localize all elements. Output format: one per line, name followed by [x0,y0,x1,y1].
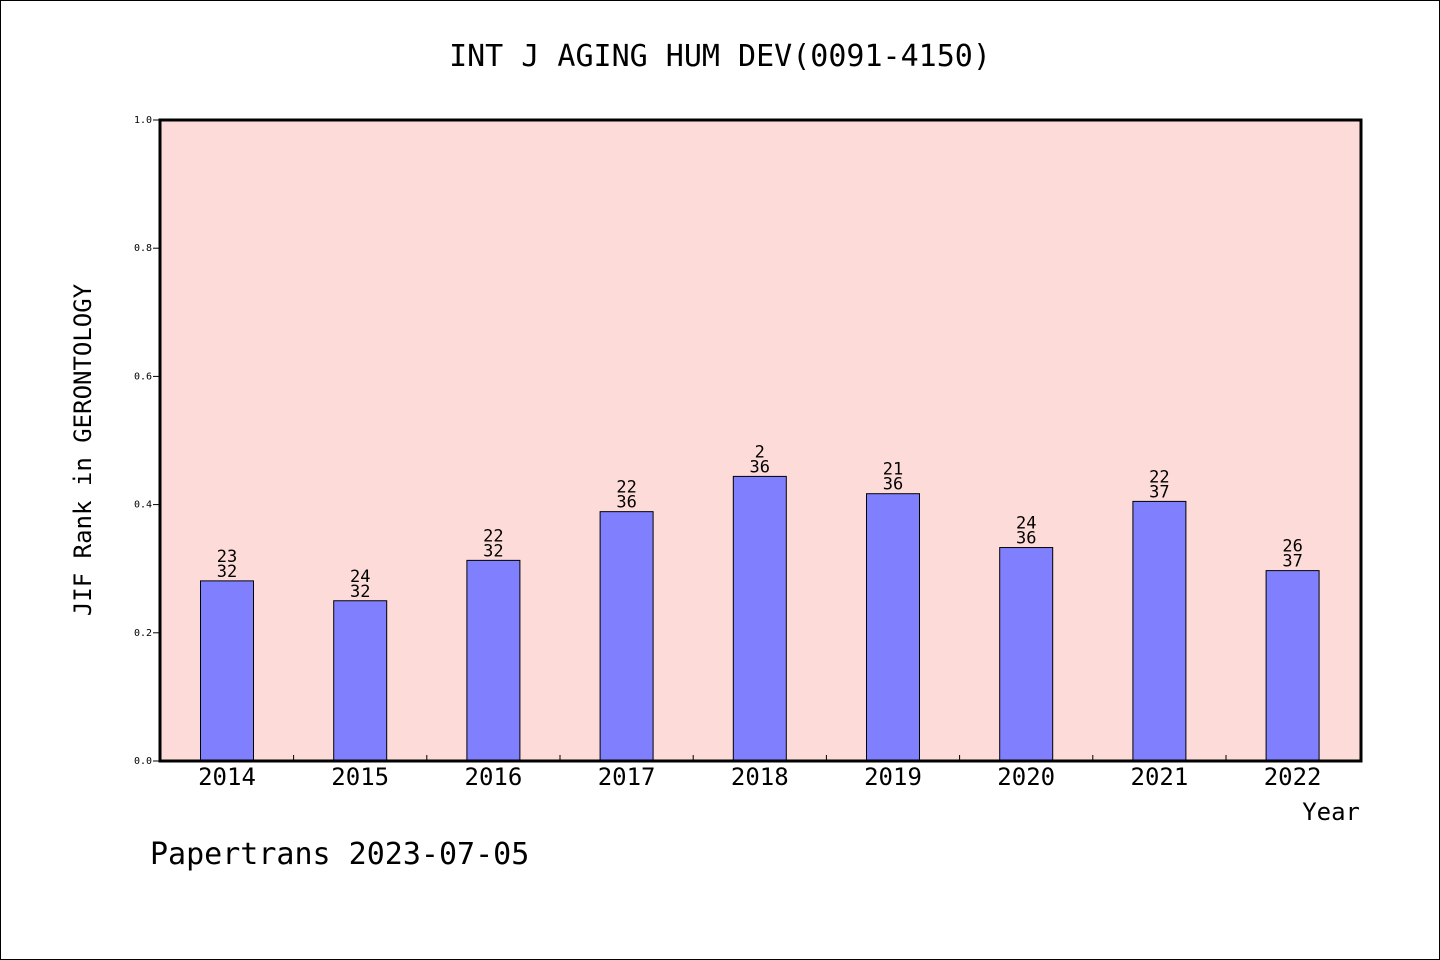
bar-2015 [333,600,388,762]
bar-2014 [200,580,254,762]
bar-2019 [866,493,920,762]
x-tick-label: 2014 [198,763,256,791]
data-label-total: 36 [750,457,770,477]
bar-2018 [732,475,787,762]
x-axis-label: Year [1302,798,1360,826]
x-tick-label: 2017 [598,763,656,791]
y-axis-ticks: 0.0 0.2 0.4 0.6 0.8 1.0 [134,115,160,767]
x-tick-label: 2022 [1264,763,1322,791]
data-label-rank: 24 [350,567,370,587]
x-tick-label: 2015 [331,763,389,791]
data-label-total: 36 [616,493,636,513]
data-label-rank: 26 [1282,537,1302,557]
y-tick-label: 0.2 [134,628,152,639]
data-label-rank: 21 [883,460,903,480]
bar-2022 [1265,570,1320,762]
data-label-total: 32 [350,582,370,602]
x-tick-label: 2018 [731,763,789,791]
bar-2017 [599,511,654,762]
footer-watermark: Papertrans 2023-07-05 [150,837,529,872]
data-label-rank: 2 [755,442,765,462]
x-axis-ticks: 2014 2015 2016 2017 2018 2019 2020 2021 2022 [198,755,1321,791]
data-label-total: 37 [1282,552,1302,572]
data-label-rank: 22 [1149,467,1169,487]
x-tick-label: 2021 [1131,763,1189,791]
data-label-rank: 22 [483,526,503,546]
data-label-total: 37 [1149,482,1169,502]
y-tick-label: 0.0 [134,756,152,767]
data-label-total: 32 [483,541,503,561]
y-tick-label: 0.4 [134,500,152,511]
y-tick-label: 0.8 [134,243,152,254]
y-tick-label: 1.0 [134,115,152,126]
bar-2020 [999,547,1054,762]
data-label-rank: 24 [1016,514,1036,534]
data-label-total: 36 [1016,529,1036,549]
data-label-total: 32 [217,562,237,582]
y-tick-label: 0.6 [134,371,152,382]
x-tick-label: 2016 [465,763,523,791]
plot-border [158,118,1363,763]
data-label-rank: 23 [217,547,237,567]
data-label-total: 36 [883,475,903,495]
bar-2021 [1132,500,1187,762]
x-tick-label: 2019 [864,763,922,791]
x-tick-label: 2020 [997,763,1055,791]
data-label-rank: 22 [616,478,636,498]
y-axis-label: JIF Rank in GERONTOLOGY [69,283,97,616]
bar-2016 [466,559,521,762]
chart-title: INT J AGING HUM DEV(0091-4150) [449,39,991,74]
bars-group [200,475,1320,762]
